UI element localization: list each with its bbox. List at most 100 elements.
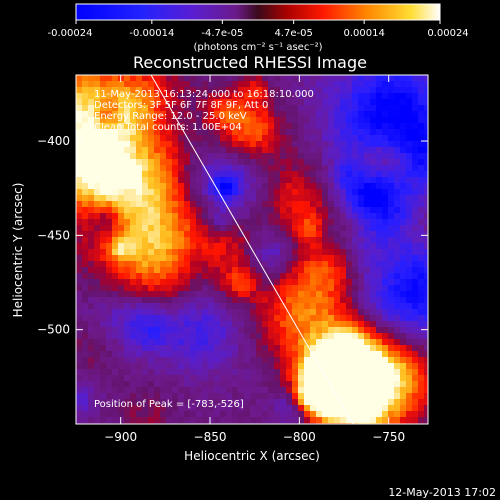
heatmap-cell bbox=[358, 357, 364, 363]
heatmap-cell bbox=[406, 159, 412, 165]
heatmap-cell bbox=[148, 273, 154, 279]
heatmap-cell bbox=[250, 153, 256, 159]
heatmap-cell bbox=[202, 363, 208, 369]
heatmap-cell bbox=[400, 81, 406, 87]
heatmap-cell bbox=[262, 75, 268, 81]
heatmap-cell bbox=[238, 405, 244, 411]
heatmap-cell bbox=[370, 201, 376, 207]
heatmap-cell bbox=[310, 267, 316, 273]
heatmap-cell bbox=[376, 219, 382, 225]
heatmap-cell bbox=[406, 381, 412, 387]
heatmap-cell bbox=[418, 315, 424, 321]
heatmap-cell bbox=[352, 183, 358, 189]
heatmap-cell bbox=[262, 309, 268, 315]
heatmap-cell bbox=[88, 309, 94, 315]
heatmap-cell bbox=[214, 81, 220, 87]
heatmap-cell bbox=[292, 141, 298, 147]
heatmap-cell bbox=[238, 129, 244, 135]
heatmap-cell bbox=[208, 105, 214, 111]
heatmap-cell bbox=[142, 393, 148, 399]
heatmap-cell bbox=[82, 411, 88, 417]
heatmap-cell bbox=[244, 243, 250, 249]
heatmap-cell bbox=[370, 111, 376, 117]
heatmap-cell bbox=[412, 129, 418, 135]
heatmap-cell bbox=[328, 399, 334, 405]
heatmap-cell bbox=[298, 417, 304, 423]
heatmap-cell bbox=[262, 345, 268, 351]
heatmap-cell bbox=[184, 159, 190, 165]
heatmap-cell bbox=[82, 309, 88, 315]
heatmap-cell bbox=[142, 225, 148, 231]
heatmap-cell bbox=[268, 147, 274, 153]
heatmap-cell bbox=[346, 111, 352, 117]
annotation-line: Energy Range: 12.0 - 25.0 keV bbox=[94, 111, 247, 122]
heatmap-cell bbox=[328, 351, 334, 357]
heatmap-cell bbox=[394, 135, 400, 141]
heatmap-cell bbox=[346, 153, 352, 159]
heatmap-cell bbox=[400, 279, 406, 285]
heatmap-cell bbox=[268, 183, 274, 189]
heatmap-cell bbox=[118, 153, 124, 159]
heatmap-cell bbox=[292, 333, 298, 339]
heatmap-cell bbox=[220, 129, 226, 135]
heatmap-cell bbox=[334, 93, 340, 99]
heatmap-cell bbox=[256, 333, 262, 339]
heatmap-cell bbox=[154, 87, 160, 93]
heatmap-cell bbox=[118, 183, 124, 189]
heatmap-cell bbox=[292, 405, 298, 411]
heatmap-cell bbox=[142, 201, 148, 207]
heatmap-cell bbox=[406, 105, 412, 111]
heatmap-cell bbox=[250, 195, 256, 201]
heatmap-cell bbox=[94, 153, 100, 159]
heatmap-cell bbox=[250, 237, 256, 243]
heatmap-cell bbox=[352, 357, 358, 363]
heatmap-cell bbox=[112, 93, 118, 99]
heatmap-cell bbox=[76, 411, 82, 417]
heatmap-cell bbox=[124, 255, 130, 261]
heatmap-cell bbox=[118, 387, 124, 393]
heatmap-cell bbox=[166, 153, 172, 159]
heatmap-cell bbox=[238, 285, 244, 291]
heatmap-cell bbox=[82, 189, 88, 195]
heatmap-cell bbox=[286, 105, 292, 111]
heatmap-cell bbox=[394, 153, 400, 159]
heatmap-cell bbox=[322, 363, 328, 369]
heatmap-cell bbox=[232, 393, 238, 399]
heatmap-cell bbox=[316, 273, 322, 279]
heatmap-cell bbox=[130, 213, 136, 219]
heatmap-cell bbox=[274, 159, 280, 165]
heatmap-cell bbox=[196, 339, 202, 345]
heatmap-cell bbox=[358, 291, 364, 297]
heatmap-cell bbox=[346, 201, 352, 207]
heatmap-cell bbox=[112, 159, 118, 165]
heatmap-cell bbox=[178, 189, 184, 195]
heatmap-cell bbox=[370, 291, 376, 297]
heatmap-cell bbox=[112, 183, 118, 189]
heatmap-cell bbox=[388, 255, 394, 261]
heatmap-cell bbox=[406, 267, 412, 273]
heatmap-cell bbox=[250, 399, 256, 405]
heatmap-cell bbox=[136, 243, 142, 249]
heatmap-cell bbox=[82, 159, 88, 165]
heatmap-cell bbox=[262, 327, 268, 333]
heatmap-cell bbox=[202, 315, 208, 321]
heatmap-cell bbox=[148, 399, 154, 405]
heatmap-cell bbox=[160, 375, 166, 381]
heatmap-cell bbox=[262, 393, 268, 399]
heatmap-cell bbox=[394, 345, 400, 351]
heatmap-cell bbox=[202, 243, 208, 249]
heatmap-cell bbox=[394, 333, 400, 339]
heatmap-cell bbox=[274, 81, 280, 87]
heatmap-cell bbox=[256, 369, 262, 375]
heatmap-cell bbox=[88, 129, 94, 135]
heatmap-cell bbox=[106, 405, 112, 411]
heatmap-cell bbox=[76, 147, 82, 153]
heatmap-cell bbox=[382, 141, 388, 147]
heatmap-cell bbox=[328, 327, 334, 333]
heatmap-cell bbox=[310, 243, 316, 249]
heatmap-cell bbox=[262, 231, 268, 237]
heatmap-cell bbox=[232, 183, 238, 189]
heatmap-cell bbox=[244, 219, 250, 225]
heatmap-cell bbox=[310, 309, 316, 315]
heatmap-cell bbox=[136, 213, 142, 219]
